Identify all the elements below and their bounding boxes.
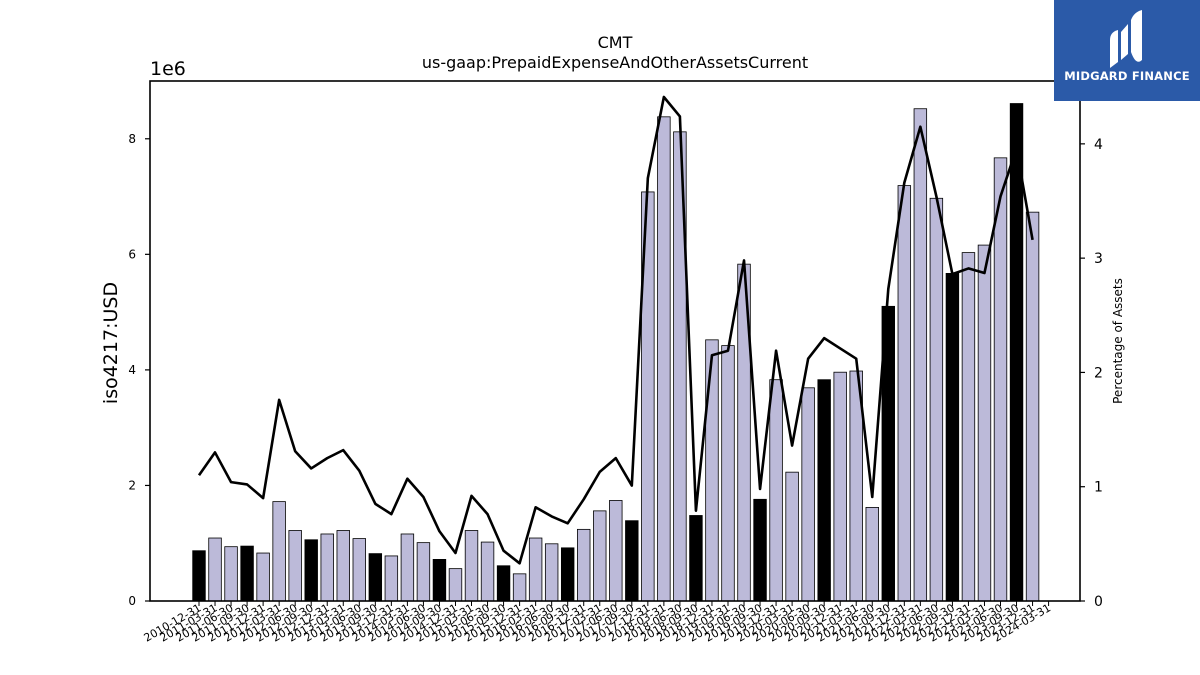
bar: [705, 339, 719, 602]
chart-title: CMT: [598, 33, 633, 52]
y2-tick-label: 3: [1094, 251, 1103, 267]
bar: [192, 550, 206, 602]
bar: [721, 345, 735, 602]
brand-logo: MIDGARD FINANCE: [1054, 0, 1200, 101]
y-tick-label: 4: [128, 363, 136, 377]
bar: [977, 244, 992, 602]
bar: [432, 559, 447, 602]
bar: [288, 530, 302, 602]
plot-frame: [149, 80, 1081, 602]
bar: [208, 537, 222, 602]
bar: [657, 116, 671, 602]
y2-tick-label: 4: [1094, 137, 1103, 153]
chart-subtitle: us-gaap:PrepaidExpenseAndOtherAssetsCurr…: [422, 53, 808, 72]
logo-mark-icon: [1110, 10, 1142, 68]
bar: [448, 568, 463, 602]
bar: [544, 543, 559, 602]
bar: [384, 555, 399, 602]
y2-tick-label: 1: [1094, 480, 1103, 496]
bar: [352, 538, 367, 602]
bar: [577, 528, 591, 602]
y-tick-label: 0: [128, 594, 136, 608]
bar: [224, 546, 238, 602]
bar: [865, 506, 879, 602]
y2-tick-label: 0: [1094, 594, 1103, 610]
bar: [945, 272, 960, 602]
bar: [753, 498, 767, 602]
bar: [496, 565, 511, 602]
bar: [913, 108, 928, 602]
bar: [528, 537, 543, 602]
bar: [304, 539, 318, 602]
bars-group: [192, 103, 1040, 602]
bar: [785, 471, 799, 602]
series-line: [197, 95, 1034, 565]
bar: [833, 371, 847, 602]
bar: [609, 500, 623, 602]
y2-axis-label: Percentage of Assets: [1111, 278, 1125, 404]
bar: [464, 530, 479, 602]
bar: [801, 387, 815, 602]
bar: [961, 252, 976, 602]
brand-logo-text: MIDGARD FINANCE: [1064, 69, 1190, 83]
bar: [240, 545, 254, 602]
bar: [560, 547, 575, 602]
bar: [897, 185, 912, 602]
axes-group: 02468012342010-12-312011-03-312011-06-30…: [128, 80, 1103, 645]
bar: [769, 379, 783, 602]
bar: [1025, 211, 1040, 602]
bar: [368, 553, 383, 602]
y-tick-label: 6: [128, 247, 136, 261]
bar: [625, 520, 639, 602]
line-group: [197, 95, 1034, 565]
bar: [929, 197, 944, 602]
bar: [320, 533, 334, 602]
bar: [400, 533, 415, 602]
bar: [480, 541, 495, 602]
bar: [512, 573, 527, 602]
bar: [416, 542, 431, 602]
bar: [593, 510, 607, 602]
y-tick-label: 8: [128, 132, 136, 146]
bar: [993, 157, 1008, 602]
bar: [689, 515, 703, 602]
bar: [256, 552, 270, 602]
y-tick-label: 2: [128, 478, 136, 492]
bar: [272, 501, 286, 602]
bar: [336, 530, 350, 602]
bar: [817, 379, 831, 602]
y2-tick-label: 2: [1094, 365, 1103, 381]
y-axis-label: iso4217:USD: [100, 282, 122, 404]
y-offset-label: 1e6: [150, 58, 186, 80]
